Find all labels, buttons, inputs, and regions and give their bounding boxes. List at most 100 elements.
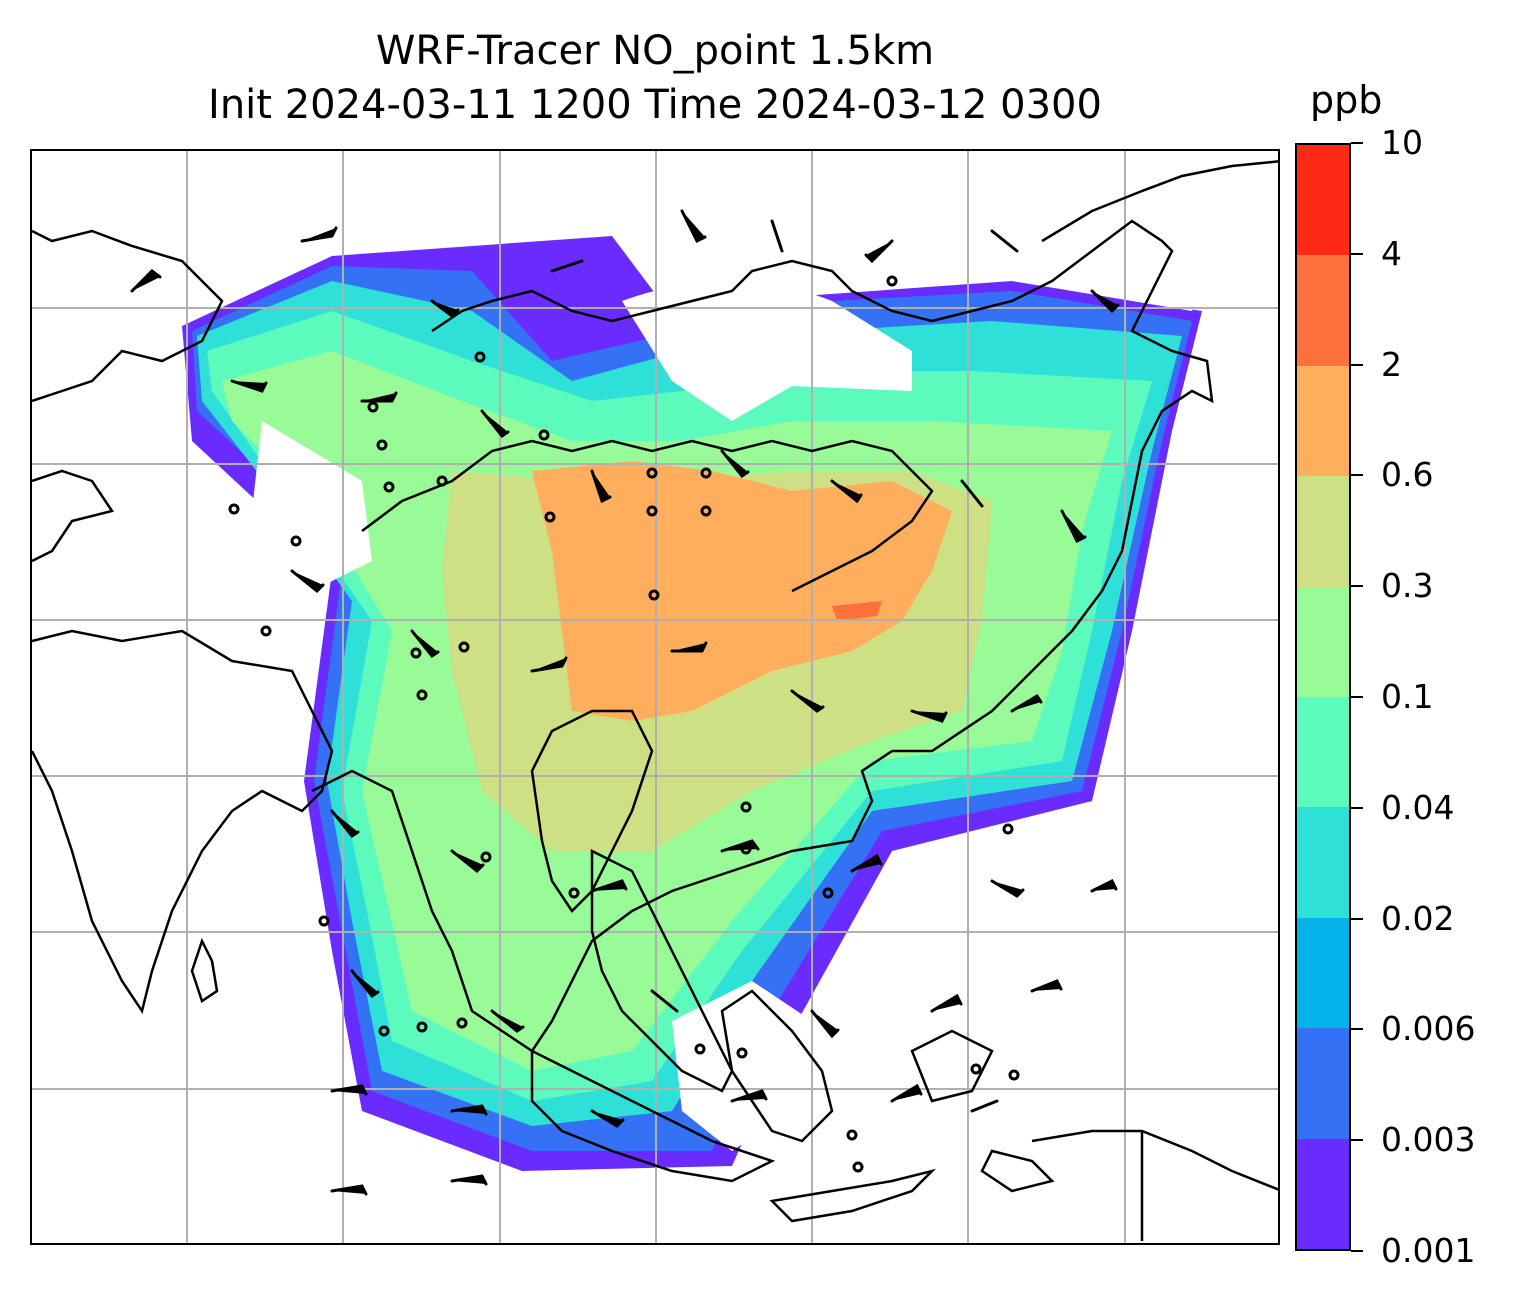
calm-wind-marker xyxy=(318,915,330,927)
wind-barb xyxy=(360,391,398,403)
wind-barb xyxy=(1090,878,1118,893)
wind-barb xyxy=(590,469,612,504)
calm-wind-marker xyxy=(846,1129,858,1141)
colorbar-tick xyxy=(1351,917,1363,920)
wind-barb xyxy=(1060,509,1087,544)
calm-wind-marker xyxy=(376,439,388,451)
wind-barb xyxy=(480,409,510,439)
colorbar-band xyxy=(1297,586,1349,698)
colorbar-tick xyxy=(1351,806,1363,809)
wind-barb xyxy=(910,709,948,723)
calm-wind-marker xyxy=(367,401,379,413)
colorbar-band xyxy=(1297,365,1349,477)
coastline xyxy=(190,937,219,1003)
map-title-line-2: Init 2024-03-11 1200 Time 2024-03-12 030… xyxy=(208,82,1102,128)
coastline xyxy=(361,439,934,593)
coastline xyxy=(720,989,834,1143)
calm-wind-marker xyxy=(700,467,712,479)
colorbar-tick-label: 0.006 xyxy=(1381,1009,1476,1049)
calm-wind-marker xyxy=(474,351,486,363)
colorbar-band xyxy=(1297,807,1349,918)
wind-barb xyxy=(430,299,460,318)
colorbar-tick xyxy=(1351,585,1363,588)
wind-barb xyxy=(990,879,1025,898)
calm-wind-marker xyxy=(740,801,752,813)
wind-barb xyxy=(770,219,784,253)
colorbar-tick-label: 0.04 xyxy=(1381,787,1455,827)
calm-wind-marker xyxy=(436,475,448,487)
wind-barb xyxy=(490,1009,525,1033)
coastline xyxy=(530,709,654,913)
colorbar-tick-label: 0.1 xyxy=(1381,677,1434,716)
wind-barb xyxy=(730,1089,768,1103)
coastline xyxy=(769,1168,937,1223)
coastline xyxy=(910,1029,994,1103)
field-region xyxy=(832,601,882,621)
wind-barb xyxy=(300,226,338,243)
wind-barb xyxy=(670,641,708,653)
calm-wind-marker xyxy=(458,641,470,653)
coastline xyxy=(530,1048,776,1183)
coastlines xyxy=(32,160,1278,1241)
colorbar-tick xyxy=(1351,1250,1363,1252)
colorbar-tick xyxy=(1351,252,1363,255)
colorbar-tick-label: 0.3 xyxy=(1381,566,1434,606)
calm-wind-marker xyxy=(416,1021,428,1033)
wind-barb xyxy=(890,1083,923,1103)
calm-wind-marker xyxy=(480,851,492,863)
calm-wind-marker xyxy=(648,589,660,601)
wind-barb xyxy=(230,379,268,393)
colorbar-tick xyxy=(1351,474,1363,477)
wind-barb xyxy=(1090,289,1120,314)
colorbar-tick-label: 2 xyxy=(1381,344,1402,384)
calm-wind-marker xyxy=(886,275,898,287)
calm-wind-marker xyxy=(1002,823,1014,835)
calm-wind-marker xyxy=(646,505,658,517)
calm-wind-marker xyxy=(228,503,240,515)
colorbar-tick-label: 0.6 xyxy=(1381,455,1434,495)
wind-barb xyxy=(680,209,707,244)
colorbar-tick xyxy=(1351,1028,1363,1031)
field-region xyxy=(532,461,952,721)
wind-barb xyxy=(990,229,1019,253)
colorbar-band xyxy=(1297,145,1349,256)
coastline xyxy=(1041,160,1278,243)
coastline xyxy=(311,219,1214,1053)
colorbar-tick-label: 0.001 xyxy=(1381,1231,1476,1270)
wind-barb xyxy=(450,849,485,874)
colorbar-tick xyxy=(1351,363,1363,366)
data-gap xyxy=(622,281,912,421)
colorbar xyxy=(1295,143,1351,1251)
wind-barb xyxy=(550,259,584,273)
wind-barb xyxy=(864,239,894,264)
wind-barb xyxy=(960,479,984,508)
map-canvas xyxy=(32,151,1278,1243)
wind-barb xyxy=(350,969,380,999)
colorbar-tick xyxy=(1351,142,1363,144)
wind-barb xyxy=(330,809,360,839)
wind-barb xyxy=(1010,693,1043,713)
wind-barbs xyxy=(130,209,1120,1196)
wind-barb xyxy=(790,689,825,713)
colorbar-band xyxy=(1297,1138,1349,1250)
calm-wind-marker xyxy=(416,689,428,701)
coastline xyxy=(980,1149,1055,1193)
calm-wind-marker xyxy=(822,887,834,899)
colorbar-band xyxy=(1297,697,1349,808)
calm-wind-marker xyxy=(646,467,658,479)
map-panel xyxy=(30,149,1280,1245)
wind-barb xyxy=(1030,979,1063,993)
coastline xyxy=(32,229,224,403)
colorbar-band xyxy=(1297,476,1349,587)
calm-wind-marker xyxy=(736,1047,748,1059)
colorbar-tick-label: 0.003 xyxy=(1381,1120,1476,1160)
wind-barb xyxy=(650,989,679,1013)
wind-barb xyxy=(450,1104,488,1116)
wind-barb xyxy=(410,629,440,659)
wind-barb xyxy=(970,1099,999,1113)
wind-barb xyxy=(850,853,883,873)
map-title-line-1: WRF-Tracer NO_point 1.5km xyxy=(375,28,935,74)
wind-barb xyxy=(930,993,963,1013)
wind-barb xyxy=(330,1184,368,1196)
calm-wind-markers xyxy=(228,275,1020,1173)
